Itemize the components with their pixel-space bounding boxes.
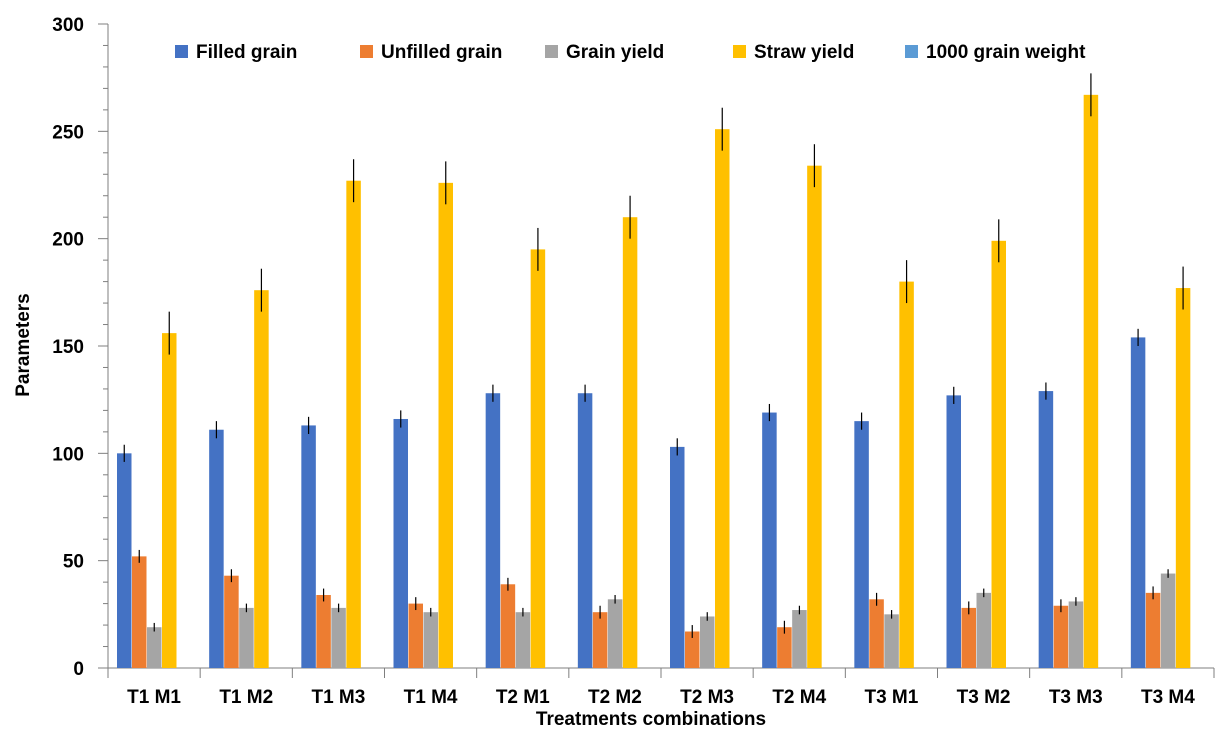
x-tick-label: T1 M1 [127, 687, 181, 708]
y-tick-label: 300 [52, 15, 84, 36]
bar [1145, 592, 1161, 668]
bar [700, 616, 715, 668]
legend-swatch [175, 45, 188, 58]
x-tick-label: T3 M2 [957, 687, 1011, 708]
y-tick-label: 250 [52, 122, 84, 143]
bar [393, 418, 408, 668]
x-tick-label: T2 M2 [588, 687, 642, 708]
bar [331, 607, 346, 668]
legend-label: Unfilled grain [381, 42, 502, 63]
bar [622, 217, 638, 668]
x-tick-label: T2 M1 [496, 687, 550, 708]
bar [991, 240, 1006, 668]
legend-swatch [733, 45, 746, 58]
bar [239, 607, 254, 668]
bar [607, 599, 623, 668]
bar [162, 333, 177, 668]
legend-swatch [545, 45, 558, 58]
bar [792, 610, 807, 668]
x-tick-label: T2 M4 [772, 687, 826, 708]
bar [961, 607, 976, 668]
bar [224, 575, 239, 668]
bar [777, 627, 792, 668]
y-tick-label: 100 [52, 444, 84, 465]
bar [423, 612, 438, 668]
bar [670, 446, 685, 668]
legend-swatch [905, 45, 918, 58]
x-tick-label: T1 M3 [311, 687, 365, 708]
bar [117, 453, 132, 668]
x-tick-label: T2 M3 [680, 687, 734, 708]
bar [346, 180, 361, 668]
y-axis: 0 50 100 150 200 250 300 [52, 15, 109, 680]
y-tick-label: 150 [52, 337, 84, 358]
bar [1175, 288, 1191, 668]
legend-label: 1000 grain weight [926, 42, 1086, 63]
y-axis-title: Parameters [13, 293, 34, 397]
x-tick-label: T3 M1 [864, 687, 918, 708]
bar [408, 603, 423, 668]
x-tick-label: T3 M4 [1141, 687, 1195, 708]
bar [592, 612, 608, 668]
y-tick-label: 0 [73, 659, 84, 680]
bar [1068, 601, 1084, 668]
bar [854, 421, 869, 668]
bar [946, 395, 961, 668]
x-axis: T1 M1 T1 M2 T1 M3 T1 M4 T2 M1 T2 M2 T2 M3 T2 M4… [107, 667, 1215, 708]
x-tick-label: T1 M4 [404, 687, 458, 708]
bar [976, 592, 991, 668]
bar [577, 393, 593, 668]
bar [1160, 573, 1176, 668]
bar [1053, 605, 1069, 668]
bar [899, 281, 914, 668]
bar [715, 129, 730, 669]
bar [132, 556, 147, 668]
bar [500, 584, 516, 668]
bar [438, 182, 453, 668]
bar [1130, 337, 1146, 668]
bar [301, 425, 316, 668]
bar [685, 631, 700, 668]
x-axis-title: Treatments combinations [536, 709, 766, 730]
bar [316, 595, 331, 668]
legend-label: Straw yield [754, 42, 854, 63]
bar [209, 429, 224, 668]
bar [515, 612, 531, 668]
chart-bars [117, 73, 1191, 669]
bar [530, 249, 546, 668]
bar [807, 165, 822, 668]
bar [762, 412, 777, 668]
bar [1083, 94, 1099, 669]
legend-swatch [360, 45, 373, 58]
legend-label: Filled grain [196, 42, 297, 63]
bar [1038, 391, 1054, 668]
bar [485, 393, 501, 668]
legend-label: Grain yield [566, 42, 664, 63]
y-tick-label: 50 [63, 552, 84, 573]
x-tick-label: T1 M2 [219, 687, 273, 708]
bar [869, 599, 884, 668]
bar [147, 627, 162, 668]
y-tick-label: 200 [52, 230, 84, 251]
bar [254, 290, 269, 668]
bar [884, 614, 899, 668]
legend: Filled grain Unfilled grain Grain yield Str… [175, 42, 1086, 63]
x-tick-label: T3 M3 [1049, 687, 1103, 708]
